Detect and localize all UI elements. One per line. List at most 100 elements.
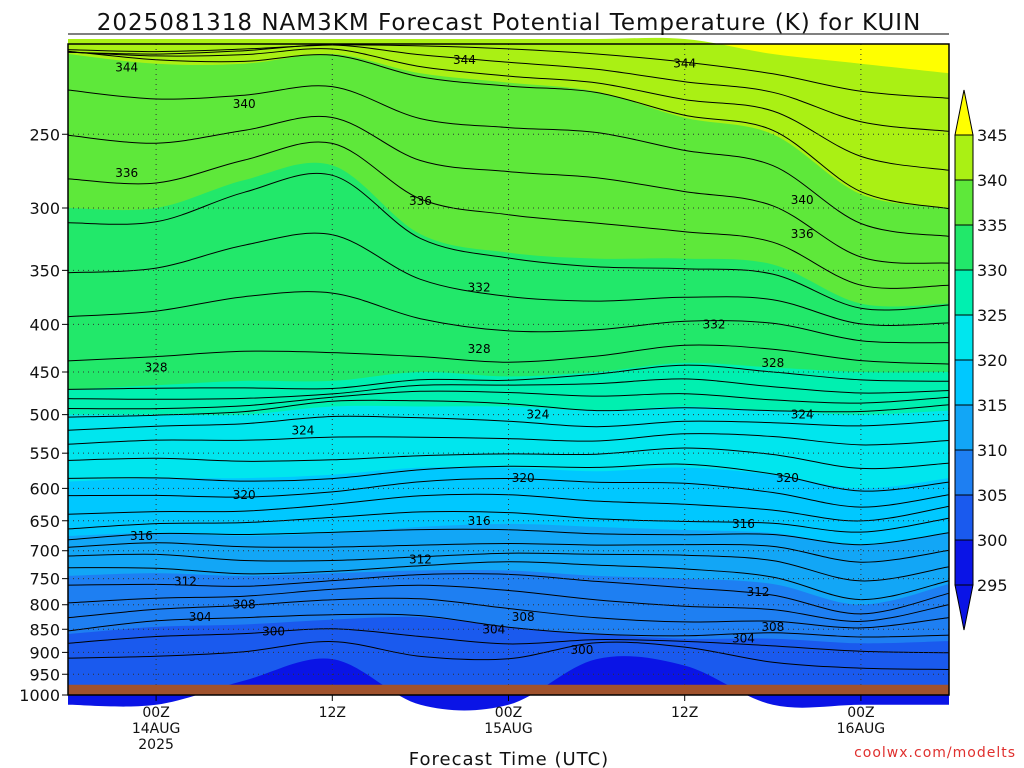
contour-label-1: 344 xyxy=(453,53,476,67)
contour-label-23: 312 xyxy=(409,552,432,566)
contour-label-19: 316 xyxy=(130,529,153,543)
colorbar-swatch-305 xyxy=(955,450,973,495)
contour-line-342.7 xyxy=(67,44,950,132)
y-tick-label-700: 700 xyxy=(29,542,60,561)
y-axis: 250 300 350 400 450 500 550 600 650 700 750 800 850 9… xyxy=(19,125,68,705)
contour-label-14: 324 xyxy=(526,408,549,422)
theta-fill-bands xyxy=(68,37,949,711)
contour-line-305.3 xyxy=(67,613,950,638)
contour-line-326.7 xyxy=(67,390,950,410)
contour-label-17: 320 xyxy=(512,471,535,485)
x-tick-label-0-2: 2025 xyxy=(138,737,174,753)
colorbar-swatch-300 xyxy=(955,495,973,540)
contour-label-30: 304 xyxy=(732,632,755,646)
x-tick-label-4-1: 16AUG xyxy=(837,721,886,737)
contour-line-334.7 xyxy=(67,172,950,311)
contour-line-344.0 xyxy=(67,44,950,99)
x-tick-label-2-0: 00Z xyxy=(495,705,522,721)
contour-label-9: 332 xyxy=(703,317,726,331)
contour-line-329.3 xyxy=(67,364,950,390)
colorbar-label-310: 310 xyxy=(977,441,1008,460)
contour-line-302.7 xyxy=(67,641,950,670)
x-axis-label: Forecast Time (UTC) xyxy=(409,749,609,768)
colorbar-swatch-335 xyxy=(955,180,973,225)
contour-line-341.3 xyxy=(67,48,950,171)
contour-line-313.3 xyxy=(67,542,950,563)
y-tick-label-950: 950 xyxy=(29,665,60,684)
contour-line-321.3 xyxy=(67,447,950,470)
y-tick-label-550: 550 xyxy=(29,444,60,463)
contour-line-324.0 xyxy=(67,415,950,431)
y-tick-label-500: 500 xyxy=(29,406,60,425)
contour-label-6: 336 xyxy=(409,194,432,208)
colorbar-swatch-330 xyxy=(955,225,973,270)
contour-label-28: 304 xyxy=(189,610,212,624)
credit-link[interactable]: coolwx.com/modelts xyxy=(854,745,1016,761)
fill-band-295-300 xyxy=(68,656,949,711)
gridlines xyxy=(68,44,949,685)
contour-label-18: 320 xyxy=(776,471,799,485)
contour-label-11: 328 xyxy=(468,342,491,356)
y-tick-label-400: 400 xyxy=(29,315,60,334)
y-tick-label-600: 600 xyxy=(29,479,60,498)
y-tick-label-350: 350 xyxy=(29,261,60,280)
contour-label-31: 300 xyxy=(262,625,285,639)
contour-line-332.0 xyxy=(67,291,950,344)
y-tick-label-850: 850 xyxy=(29,620,60,639)
contour-label-4: 340 xyxy=(791,193,814,207)
x-tick-label-3-0: 12Z xyxy=(671,705,698,721)
colorbar-swatch-325 xyxy=(955,270,973,315)
contour-label-21: 316 xyxy=(732,517,755,531)
contour-label-25: 308 xyxy=(233,598,256,612)
colorbar-swatch-310 xyxy=(955,405,973,450)
x-tick-label-4-0: 00Z xyxy=(847,705,874,721)
contour-label-20: 316 xyxy=(468,514,491,528)
x-tick-label-0-0: 00Z xyxy=(142,705,169,721)
y-tick-label-650: 650 xyxy=(29,512,60,531)
contour-line-322.7 xyxy=(67,433,950,446)
contour-line-310.7 xyxy=(67,561,950,601)
x-tick-label-1-0: 12Z xyxy=(319,705,346,721)
contour-label-7: 336 xyxy=(791,227,814,241)
x-tick-label-2-1: 15AUG xyxy=(484,721,533,737)
colorbar-label-330: 330 xyxy=(977,261,1008,280)
contour-line-325.3 xyxy=(67,399,950,418)
contour-label-13: 324 xyxy=(291,423,314,437)
contour-label-29: 304 xyxy=(482,622,505,636)
chart-title: 2025081318 NAM3KM Forecast Potential Tem… xyxy=(97,10,922,36)
contour-line-338.7 xyxy=(67,85,950,237)
colorbar-swatch-295 xyxy=(955,540,973,585)
contour-label-26: 308 xyxy=(512,610,535,624)
contour-label-24: 312 xyxy=(747,585,770,599)
colorbar-label-345: 345 xyxy=(977,126,1008,145)
theta-contours xyxy=(67,33,950,670)
colorbar-swatch-320 xyxy=(955,315,973,360)
contour-label-2: 344 xyxy=(673,57,696,71)
ground-band xyxy=(68,684,949,695)
contour-line-320.0 xyxy=(67,463,950,492)
contour-label-32: 300 xyxy=(570,643,593,657)
contour-label-3: 340 xyxy=(233,97,256,111)
contour-line-306.7 xyxy=(67,597,950,629)
colorbar-label-295: 295 xyxy=(977,576,1008,595)
contour-label-5: 336 xyxy=(115,166,138,180)
contour-label-0: 344 xyxy=(115,61,138,75)
contour-line-312.0 xyxy=(67,552,950,582)
colorbar-label-315: 315 xyxy=(977,396,1008,415)
contour-label-15: 324 xyxy=(791,408,814,422)
colorbar: 295 300 305 310 315 320 325 330 335 340 345 xyxy=(954,89,1008,631)
contour-line-330.7 xyxy=(67,344,950,365)
colorbar-swatch-340 xyxy=(955,135,973,180)
y-tick-label-750: 750 xyxy=(29,570,60,589)
colorbar-label-335: 335 xyxy=(977,216,1008,235)
y-tick-label-900: 900 xyxy=(29,643,60,662)
y-tick-label-450: 450 xyxy=(29,363,60,382)
contour-label-16: 320 xyxy=(233,488,256,502)
contour-label-27: 308 xyxy=(761,620,784,634)
y-tick-label-250: 250 xyxy=(29,125,60,144)
contour-label-10: 328 xyxy=(145,360,168,374)
contour-line-340.0 xyxy=(67,50,950,210)
y-tick-label-800: 800 xyxy=(29,596,60,615)
colorbar-label-300: 300 xyxy=(977,531,1008,550)
